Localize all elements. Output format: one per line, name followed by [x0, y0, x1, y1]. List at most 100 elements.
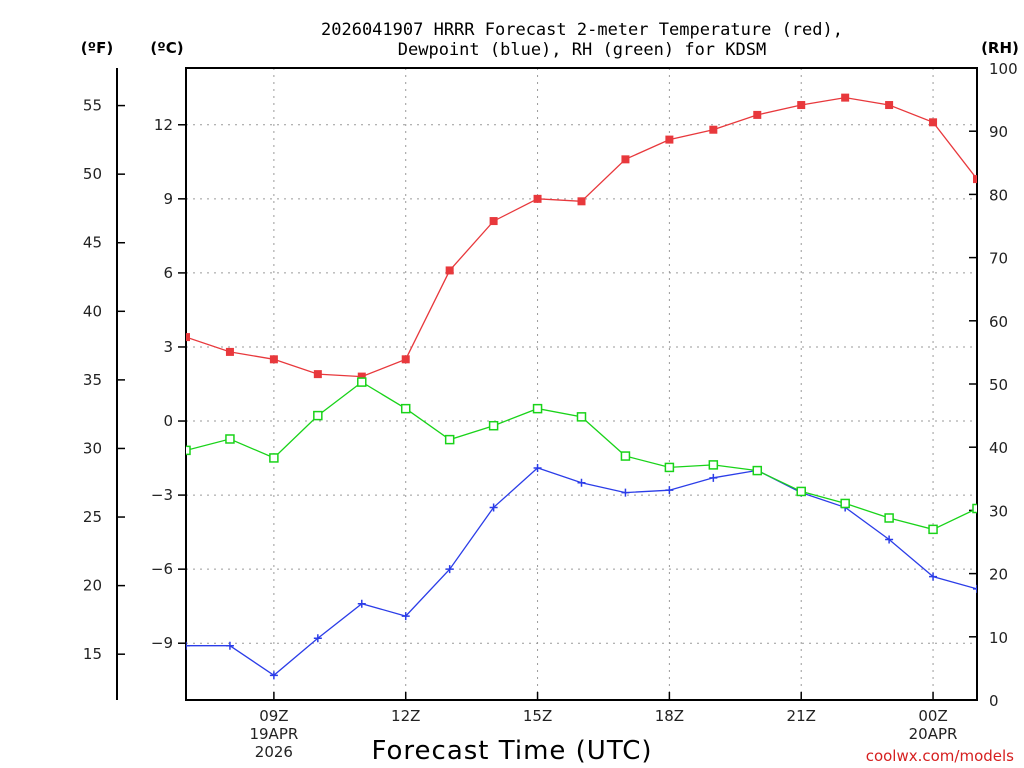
rh-tick-label: 40	[989, 439, 1008, 457]
rh-tick-label: 10	[989, 629, 1008, 647]
celsius-axis-unit: (ºC)	[150, 39, 183, 57]
rh-point	[972, 503, 977, 514]
series-line	[186, 96, 977, 378]
time-tick-label: 19APR	[249, 725, 298, 743]
time-tick-label: 2026	[255, 743, 293, 761]
dewpoint-point	[357, 599, 366, 608]
dewpoint-point	[665, 486, 674, 495]
temperature-point	[269, 355, 278, 364]
fahrenheit-tick-label: 40	[83, 302, 102, 320]
series-open-square	[186, 377, 977, 535]
temperature-point	[489, 217, 498, 226]
fahrenheit-axis-unit: (ºF)	[81, 39, 113, 57]
rh-axis-unit: (RH)	[981, 39, 1019, 57]
dewpoint-point	[489, 503, 498, 512]
source-credit: coolwx.com/models	[866, 747, 1014, 765]
series-plus	[186, 463, 977, 680]
fahrenheit-tick-label: 25	[83, 508, 102, 526]
dewpoint-point	[401, 612, 410, 621]
rh-point	[444, 434, 455, 445]
rh-point	[840, 498, 850, 509]
dewpoint-point	[445, 565, 454, 574]
data-series	[186, 93, 977, 680]
rh-point	[884, 513, 894, 523]
dewpoint-point	[533, 463, 542, 472]
dewpoint-point	[313, 634, 322, 643]
time-tick-label: 15Z	[523, 707, 552, 725]
celsius-tick-label: 12	[154, 116, 173, 134]
temperature-point	[885, 101, 894, 110]
dewpoint-point	[269, 671, 278, 680]
rh-axis: 0 10 20 30 40 50 60 70 80 90 100	[969, 60, 1018, 710]
rh-point	[400, 403, 411, 414]
grid-lines	[186, 68, 977, 700]
rh-tick-label: 60	[989, 313, 1008, 331]
rh-point	[225, 434, 235, 444]
rh-point	[928, 524, 938, 535]
rh-tick-label: 30	[989, 502, 1008, 520]
chart-title-line2: Dewpoint (blue), RH (green) for KDSM	[398, 40, 766, 60]
celsius-tick-label: 6	[163, 264, 173, 282]
fahrenheit-tick-label: 35	[83, 371, 102, 389]
rh-point	[186, 445, 191, 456]
fahrenheit-tick-label: 45	[83, 234, 102, 252]
temperature-point	[533, 194, 542, 203]
temperature-point	[445, 266, 454, 275]
celsius-tick-label: 0	[163, 412, 173, 430]
time-tick-label: 18Z	[655, 707, 684, 725]
temperature-point	[186, 333, 190, 342]
temperature-point	[665, 135, 674, 144]
temperature-point	[621, 155, 630, 164]
rh-tick-label: 50	[989, 376, 1008, 394]
celsius-tick-label: 3	[163, 338, 173, 356]
rh-point	[269, 453, 279, 463]
fahrenheit-tick-label: 20	[83, 577, 102, 595]
fahrenheit-axis: 15 20 25 30 35 40 45 50 55	[83, 97, 125, 663]
celsius-tick-label: −6	[151, 560, 173, 578]
dewpoint-point	[621, 488, 630, 497]
celsius-tick-label: −3	[151, 486, 173, 504]
dewpoint-point	[577, 478, 586, 487]
time-tick-label: 00Z	[918, 707, 947, 725]
series-line	[186, 467, 977, 677]
rh-point	[752, 465, 763, 476]
time-tick-label: 20APR	[909, 725, 958, 743]
chart-title-line1: 2026041907 HRRR Forecast 2-meter Tempera…	[321, 20, 843, 40]
rh-point	[620, 451, 631, 461]
time-tick-label: 12Z	[391, 707, 420, 725]
plot-frame	[185, 67, 978, 701]
temperature-point	[929, 118, 938, 127]
rh-point	[313, 410, 323, 421]
time-tick-label: 09Z	[259, 707, 288, 725]
fahrenheit-tick-label: 50	[83, 165, 102, 183]
rh-point	[488, 420, 499, 431]
dewpoint-point	[225, 641, 234, 650]
rh-point	[532, 403, 543, 414]
time-tick-label: 21Z	[787, 707, 816, 725]
temperature-point	[797, 101, 806, 110]
rh-tick-label: 20	[989, 566, 1008, 584]
rh-point	[664, 462, 675, 473]
series-filled-square	[186, 93, 977, 381]
rh-tick-label: 100	[989, 60, 1018, 78]
rh-point	[576, 412, 587, 422]
dewpoint-point	[186, 641, 190, 650]
rh-tick-label: 70	[989, 250, 1008, 268]
celsius-tick-label: 9	[163, 190, 173, 208]
dewpoint-point	[973, 584, 977, 593]
temperature-point	[841, 93, 850, 102]
temperature-point	[313, 370, 322, 379]
fahrenheit-tick-label: 55	[83, 97, 102, 115]
dewpoint-point	[929, 572, 938, 581]
rh-tick-label: 90	[989, 123, 1008, 141]
dewpoint-point	[885, 535, 894, 544]
temperature-point	[973, 175, 977, 184]
rh-point	[357, 377, 367, 387]
rh-point	[708, 460, 719, 470]
rh-point	[796, 486, 806, 497]
celsius-tick-label: −9	[151, 634, 173, 652]
fahrenheit-tick-label: 15	[83, 645, 102, 663]
dewpoint-point	[709, 473, 718, 482]
temperature-point	[709, 125, 718, 134]
